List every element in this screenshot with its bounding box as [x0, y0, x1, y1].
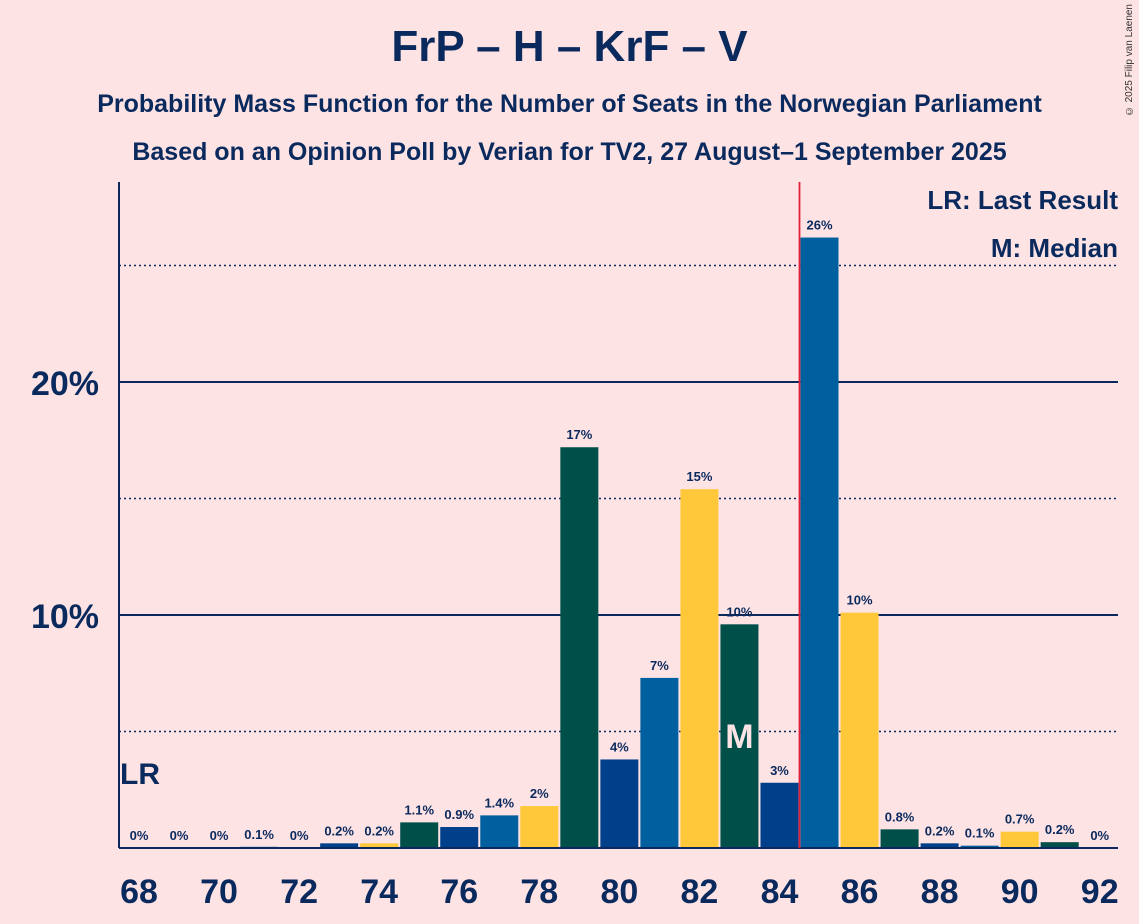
bar-label-seat-86: 10%	[847, 593, 873, 608]
bar-seat-88	[920, 843, 959, 848]
x-tick-label-80: 80	[600, 873, 638, 911]
bar-seat-80	[600, 759, 639, 848]
bar-seat-91	[1040, 842, 1079, 848]
bar-labels-group: 0% 0% 0% 0.1% 0% 0.2% 0.2% 1.1% 0.9% 1.4% 2% 17% 4% 7…	[130, 218, 1110, 843]
x-tick-label-72: 72	[280, 873, 318, 911]
y-tick-label-10: 10%	[31, 598, 99, 636]
bar-label-seat-77: 1.4%	[484, 795, 514, 810]
x-tick-label-88: 88	[921, 873, 959, 911]
bar-seat-73	[320, 843, 359, 848]
bar-seat-90	[1000, 831, 1039, 848]
median-marker: M	[725, 718, 753, 756]
bar-label-seat-73: 0.2%	[324, 823, 354, 838]
bar-label-seat-71: 0.1%	[244, 827, 274, 842]
legend-median: M: Median	[991, 233, 1118, 263]
x-tick-label-84: 84	[761, 873, 799, 911]
x-tick-label-68: 68	[120, 873, 158, 911]
bar-seat-75	[400, 822, 439, 848]
x-tick-label-82: 82	[681, 873, 719, 911]
bar-label-seat-81: 7%	[650, 658, 669, 673]
chart-source-line: Based on an Opinion Poll by Verian for T…	[132, 138, 1007, 166]
bar-seat-82	[680, 489, 719, 848]
bar-label-seat-87: 0.8%	[885, 809, 915, 824]
bar-label-seat-83: 10%	[726, 604, 752, 619]
bar-label-seat-84: 3%	[770, 763, 789, 778]
last-result-marker: LR	[120, 758, 160, 791]
bar-label-seat-72: 0%	[290, 828, 309, 843]
bar-seat-84	[760, 782, 799, 848]
bar-seat-85	[800, 237, 839, 849]
x-tick-label-76: 76	[440, 873, 478, 911]
chart-subtitle: Probability Mass Function for the Number…	[97, 90, 1042, 118]
x-tick-label-70: 70	[200, 873, 238, 911]
legend-last-result: LR: Last Result	[927, 185, 1118, 215]
bar-seat-76	[440, 827, 479, 848]
chart-title: FrP – H – KrF – V	[391, 22, 748, 71]
bar-label-seat-90: 0.7%	[1005, 812, 1035, 827]
bar-label-seat-79: 17%	[566, 427, 592, 442]
bar-seat-89	[960, 845, 999, 848]
bar-seat-83	[720, 624, 759, 848]
bar-label-seat-78: 2%	[530, 786, 549, 801]
x-tick-label-74: 74	[360, 873, 398, 911]
bar-seat-77	[480, 815, 519, 848]
x-tick-label-92: 92	[1081, 873, 1119, 911]
x-tick-label-90: 90	[1001, 873, 1039, 911]
bar-label-seat-74: 0.2%	[364, 823, 394, 838]
bar-label-seat-68: 0%	[130, 828, 149, 843]
markers-group: LR M	[120, 182, 801, 848]
bar-seat-79	[560, 447, 599, 848]
y-tick-label-20: 20%	[31, 365, 99, 403]
bar-label-seat-69: 0%	[170, 828, 189, 843]
bar-label-seat-80: 4%	[610, 739, 629, 754]
bar-label-seat-75: 1.1%	[404, 802, 434, 817]
bar-seat-78	[520, 806, 559, 848]
bar-label-seat-70: 0%	[210, 828, 229, 843]
grid-lines	[119, 264, 1118, 733]
axes-group: 10% 20% 68 70 72 74 76 78 80 82 84 86 88 90 92	[31, 182, 1119, 911]
bar-seat-86	[840, 612, 879, 848]
bar-seat-74	[360, 843, 399, 848]
bar-label-seat-82: 15%	[686, 469, 712, 484]
bar-seat-87	[880, 829, 919, 848]
bar-label-seat-92: 0%	[1090, 828, 1109, 843]
x-tick-label-86: 86	[841, 873, 879, 911]
bar-label-seat-91: 0.2%	[1045, 822, 1075, 837]
bar-seat-81	[640, 677, 679, 848]
bar-label-seat-85: 26%	[806, 218, 832, 233]
bar-label-seat-89: 0.1%	[965, 826, 995, 841]
x-tick-label-78: 78	[520, 873, 558, 911]
bar-label-seat-88: 0.2%	[925, 823, 955, 838]
bar-label-seat-76: 0.9%	[444, 807, 474, 822]
bars-group	[240, 237, 1079, 849]
